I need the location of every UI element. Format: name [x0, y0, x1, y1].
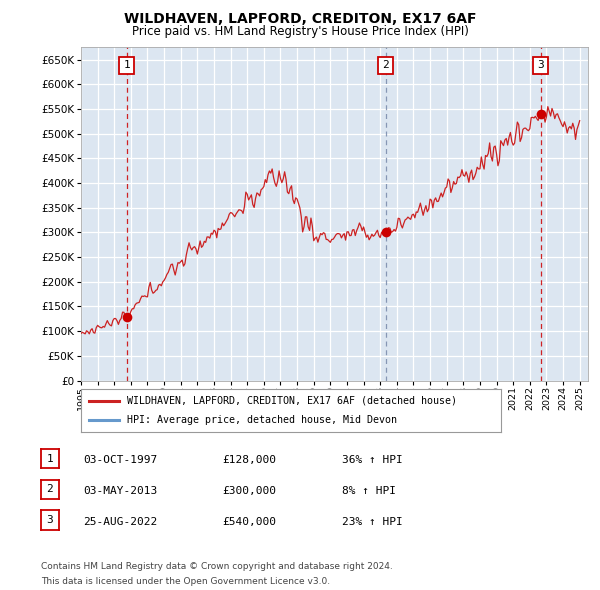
- Text: 1: 1: [46, 454, 53, 464]
- Text: Price paid vs. HM Land Registry's House Price Index (HPI): Price paid vs. HM Land Registry's House …: [131, 25, 469, 38]
- Text: £128,000: £128,000: [222, 455, 276, 465]
- Text: Contains HM Land Registry data © Crown copyright and database right 2024.: Contains HM Land Registry data © Crown c…: [41, 562, 392, 571]
- Text: 23% ↑ HPI: 23% ↑ HPI: [342, 517, 403, 526]
- Text: 2: 2: [46, 484, 53, 494]
- Text: 3: 3: [46, 515, 53, 525]
- Text: £540,000: £540,000: [222, 517, 276, 526]
- Text: 03-MAY-2013: 03-MAY-2013: [83, 486, 157, 496]
- Text: 3: 3: [537, 60, 544, 70]
- Text: 25-AUG-2022: 25-AUG-2022: [83, 517, 157, 526]
- Text: 1: 1: [124, 60, 130, 70]
- Text: WILDHAVEN, LAPFORD, CREDITON, EX17 6AF (detached house): WILDHAVEN, LAPFORD, CREDITON, EX17 6AF (…: [127, 396, 457, 406]
- Text: This data is licensed under the Open Government Licence v3.0.: This data is licensed under the Open Gov…: [41, 577, 330, 586]
- Text: HPI: Average price, detached house, Mid Devon: HPI: Average price, detached house, Mid …: [127, 415, 397, 425]
- Text: 03-OCT-1997: 03-OCT-1997: [83, 455, 157, 465]
- Text: 36% ↑ HPI: 36% ↑ HPI: [342, 455, 403, 465]
- Text: WILDHAVEN, LAPFORD, CREDITON, EX17 6AF: WILDHAVEN, LAPFORD, CREDITON, EX17 6AF: [124, 12, 476, 26]
- Text: 8% ↑ HPI: 8% ↑ HPI: [342, 486, 396, 496]
- Text: £300,000: £300,000: [222, 486, 276, 496]
- Text: 2: 2: [382, 60, 389, 70]
